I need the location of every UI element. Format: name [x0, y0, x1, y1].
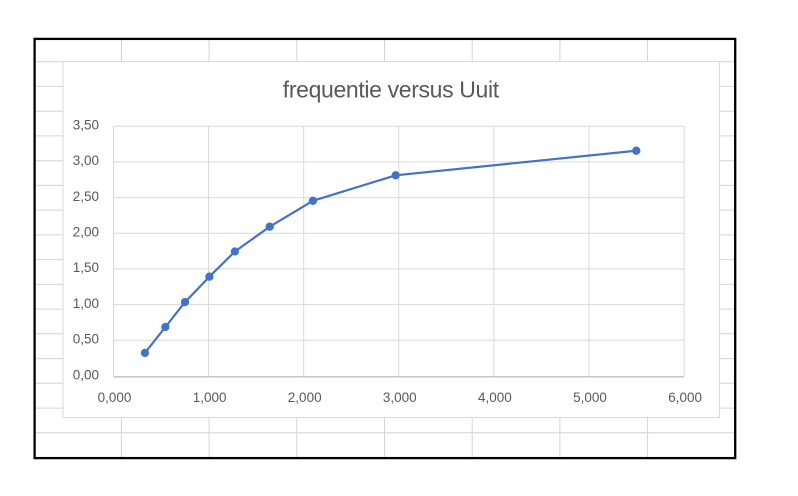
svg-text:2,50: 2,50	[73, 189, 99, 204]
svg-text:6,000: 6,000	[668, 390, 702, 405]
svg-text:3,50: 3,50	[73, 117, 99, 132]
svg-text:3,00: 3,00	[73, 153, 99, 168]
svg-text:0,000: 0,000	[98, 390, 132, 405]
svg-text:0,00: 0,00	[73, 368, 99, 383]
svg-text:2,00: 2,00	[73, 224, 99, 239]
svg-text:1,00: 1,00	[73, 296, 99, 311]
svg-text:1,000: 1,000	[193, 390, 227, 405]
svg-text:2,000: 2,000	[288, 390, 322, 405]
svg-text:4,000: 4,000	[478, 390, 512, 405]
svg-text:frequentie versus Uuit: frequentie versus Uuit	[283, 77, 500, 103]
svg-text:3,000: 3,000	[383, 390, 417, 405]
svg-text:5,000: 5,000	[573, 390, 607, 405]
svg-text:0,50: 0,50	[73, 331, 99, 346]
svg-text:1,50: 1,50	[73, 260, 99, 275]
